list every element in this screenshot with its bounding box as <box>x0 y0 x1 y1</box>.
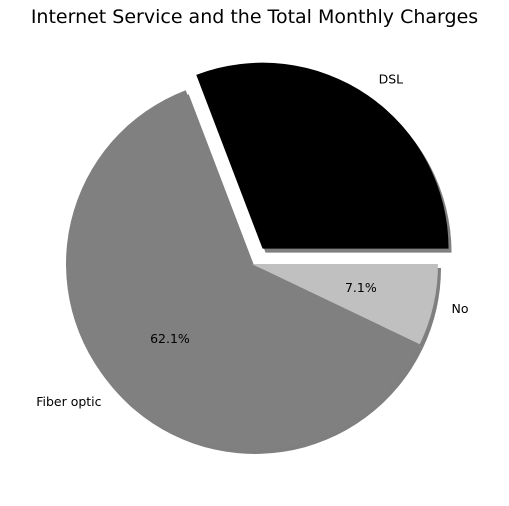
pie-slice-no <box>252 264 438 345</box>
slice-label-dsl: DSL <box>379 72 404 87</box>
slice-label-fiber-optic: Fiber optic <box>36 394 101 409</box>
pie-slice-dsl <box>196 62 449 249</box>
pie-slices <box>66 62 449 450</box>
slice-pct-label-no: 7.1% <box>345 280 377 295</box>
slice-label-no: No <box>452 301 469 316</box>
pie-slice-fiber-optic <box>66 90 420 450</box>
pie-labels: DSL Fiber optic 62.1% No 7.1% <box>36 72 468 409</box>
chart-title: Internet Service and the Total Monthly C… <box>30 6 479 28</box>
slice-pct-label-fiber-optic: 62.1% <box>150 331 190 346</box>
